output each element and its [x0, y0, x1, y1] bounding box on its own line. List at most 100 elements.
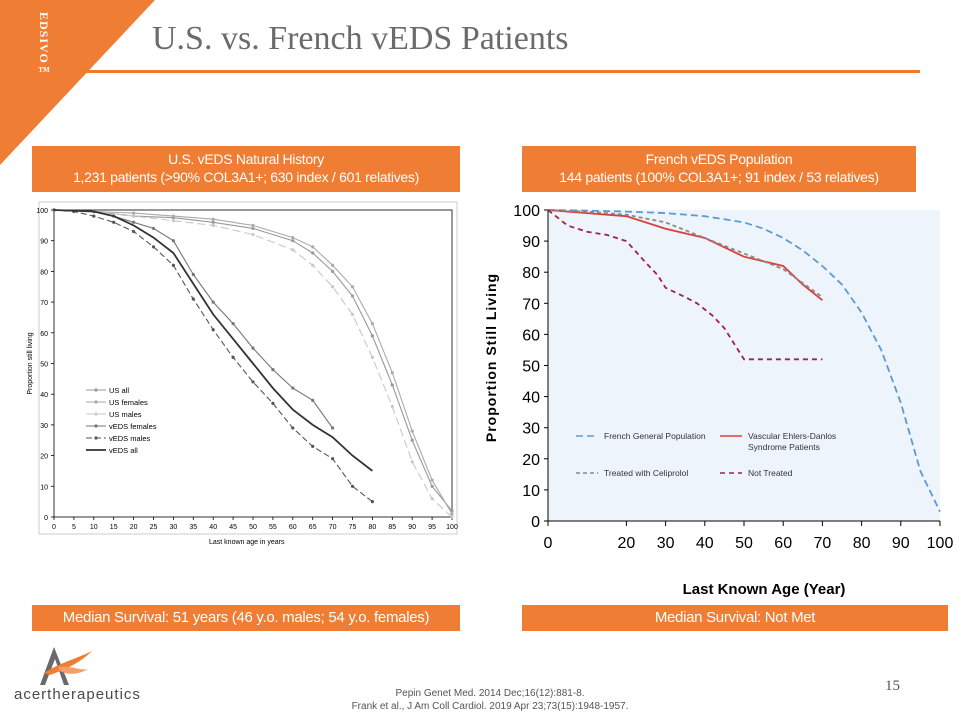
- y-tick-label: 40: [40, 392, 48, 399]
- data-point: [370, 321, 374, 326]
- y-tick-label: 80: [40, 269, 48, 276]
- y-tick-label: 100: [513, 203, 540, 220]
- data-point: [211, 220, 215, 224]
- left-banner-subtitle: 1,231 patients (>90% COL3A1+; 630 index …: [73, 169, 419, 185]
- data-point: [132, 229, 136, 234]
- data-point: [92, 214, 96, 218]
- data-point: [231, 321, 235, 326]
- data-point: [271, 368, 275, 372]
- citation-line-2: Frank et al., J Am Coll Cardiol. 2019 Ap…: [351, 701, 629, 712]
- data-point: [271, 401, 275, 406]
- data-point: [291, 386, 295, 390]
- citation: Pepin Genet Med. 2014 Dec;16(12):881-8. …: [250, 687, 730, 713]
- data-point: [251, 226, 255, 231]
- legend-label: French General Population: [604, 431, 706, 441]
- y-tick-label: 80: [522, 265, 540, 282]
- data-point: [311, 444, 315, 448]
- x-tick-label: 60: [289, 524, 297, 531]
- x-axis-label: Last known age in years: [209, 539, 285, 546]
- legend-marker: [94, 400, 98, 404]
- data-point: [430, 484, 434, 488]
- x-tick-label: 5: [72, 524, 76, 531]
- series-line-2: [547, 209, 823, 301]
- x-axis-label: Last Known Age (Year): [683, 581, 846, 598]
- data-point: [132, 220, 136, 224]
- data-point: [171, 219, 175, 223]
- right-median-survival: Median Survival: Not Met: [522, 605, 948, 631]
- data-point: [331, 269, 335, 273]
- data-point: [171, 263, 175, 267]
- y-tick-label: 30: [522, 421, 540, 438]
- series-line-1: [547, 209, 941, 513]
- data-point: [291, 239, 295, 243]
- y-tick-label: 90: [40, 239, 48, 246]
- data-point: [370, 500, 374, 504]
- x-tick-label: 75: [349, 524, 357, 531]
- x-tick-label: 55: [269, 524, 277, 531]
- y-axis-label: Proportion still living: [27, 332, 34, 394]
- brand-vertical-text: EDSIVO™: [37, 12, 51, 79]
- data-point: [450, 515, 454, 519]
- x-tick-label: 65: [309, 524, 317, 531]
- legend-label: US females: [109, 398, 148, 407]
- data-point: [410, 438, 414, 442]
- x-tick-label: 85: [388, 524, 396, 531]
- data-point: [311, 251, 315, 255]
- data-point: [390, 383, 394, 387]
- x-tick-label: 0: [544, 535, 553, 552]
- data-point: [350, 285, 355, 289]
- x-tick-label: 90: [892, 535, 910, 552]
- slide-title: U.S. vs. French vEDS Patients: [152, 20, 569, 57]
- x-tick-label: 40: [209, 524, 217, 531]
- legend-label: US all: [109, 386, 129, 395]
- logo-wordmark: acertherapeutics: [14, 686, 141, 703]
- y-tick-label: 60: [522, 327, 540, 344]
- data-point: [171, 239, 175, 243]
- legend-label: Treated with Celiprolol: [604, 468, 688, 478]
- data-point: [251, 223, 255, 227]
- data-point: [410, 460, 414, 464]
- legend-label: US males: [109, 410, 142, 419]
- x-tick-label: 80: [369, 524, 377, 531]
- data-point: [450, 512, 454, 516]
- data-point: [211, 328, 215, 332]
- x-tick-label: 30: [170, 524, 178, 531]
- data-point: [211, 217, 215, 221]
- y-tick-label: 90: [522, 234, 540, 251]
- y-tick-label: 50: [40, 362, 48, 369]
- data-point: [251, 346, 255, 350]
- x-tick-label: 25: [150, 524, 158, 531]
- x-tick-label: 20: [130, 524, 138, 531]
- right-banner-title: French vEDS Population: [645, 151, 793, 167]
- data-point: [390, 371, 394, 375]
- data-point: [370, 334, 374, 338]
- data-point: [231, 355, 235, 359]
- y-tick-label: 20: [522, 452, 540, 469]
- y-axis-label: Proportion Still Living: [483, 273, 499, 442]
- x-tick-label: 90: [408, 524, 416, 531]
- x-tick-label: 100: [927, 535, 954, 552]
- x-tick-label: 60: [774, 535, 792, 552]
- data-point: [191, 297, 195, 301]
- x-tick-label: 80: [853, 535, 871, 552]
- x-tick-label: 30: [657, 535, 675, 552]
- left-banner-title: U.S. vEDS Natural History: [168, 151, 324, 167]
- title-underline: [80, 70, 920, 73]
- series-line-3: [547, 209, 823, 298]
- legend-label: vEDS males: [109, 434, 151, 443]
- x-tick-label: 0: [52, 524, 56, 531]
- y-tick-label: 0: [531, 514, 540, 531]
- series-line-6: [53, 209, 373, 472]
- y-tick-label: 10: [40, 484, 48, 491]
- corner-accent-triangle: [0, 0, 155, 165]
- legend-marker: [94, 424, 98, 428]
- data-point: [251, 380, 255, 384]
- data-point: [191, 272, 195, 277]
- data-point: [211, 300, 215, 304]
- x-tick-label: 15: [110, 524, 118, 531]
- y-tick-label: 40: [522, 390, 540, 407]
- data-point: [151, 226, 156, 231]
- plot-background: [548, 210, 940, 521]
- data-point: [350, 484, 355, 488]
- data-point: [430, 496, 434, 501]
